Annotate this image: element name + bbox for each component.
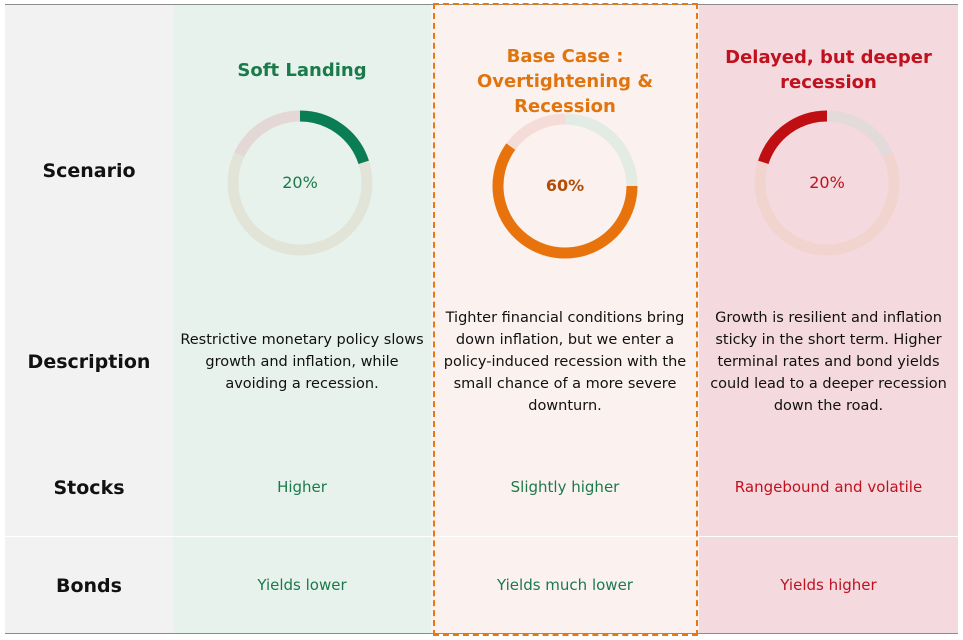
delayed-recession-stocks: Rangebound and volatile xyxy=(734,478,923,496)
row-label-description: Description xyxy=(27,351,151,373)
donut-value-arc xyxy=(299,110,369,165)
delayed-recession-description: Growth is resilient and inflation sticky… xyxy=(710,310,947,414)
table-bottom-border xyxy=(5,633,958,634)
donut-track-top xyxy=(564,113,638,187)
delayed-recession-title-line1: Delayed, but deeper xyxy=(725,47,932,68)
base-case-stocks: Slightly higher xyxy=(510,478,620,496)
donut-value-arc xyxy=(492,143,638,259)
base-case-title-line1: Base Case : xyxy=(506,46,624,67)
row-label-bonds: Bonds xyxy=(56,575,122,597)
delayed-recession-bonds: Yields higher xyxy=(780,576,877,594)
row-label-stocks: Stocks xyxy=(53,477,125,499)
delayed-recession-title: Delayed, but deeper recession xyxy=(699,45,958,95)
base-case-column xyxy=(431,4,699,634)
soft-landing-description: Restrictive monetary policy slows growth… xyxy=(180,332,424,392)
row-label-scenario: Scenario xyxy=(42,160,136,182)
delayed-recession-donut: 20% xyxy=(752,108,902,258)
donut-track-top xyxy=(234,110,301,157)
base-case-description: Tighter financial conditions bring down … xyxy=(443,310,687,414)
delayed-recession-donut-chart xyxy=(754,110,900,256)
row-divider xyxy=(5,536,958,537)
base-case-title: Base Case : Overtightening & Recession xyxy=(431,44,699,119)
soft-landing-donut-chart xyxy=(227,110,373,256)
donut-value-arc xyxy=(758,110,828,165)
base-case-title-line2: Overtightening & Recession xyxy=(476,71,654,117)
delayed-recession-title-line2: recession xyxy=(780,72,877,93)
soft-landing-column xyxy=(173,4,431,634)
delayed-recession-column xyxy=(699,4,958,634)
soft-landing-donut: 20% xyxy=(225,108,375,258)
base-case-probability: 60% xyxy=(545,176,585,195)
soft-landing-stocks: Higher xyxy=(277,478,327,496)
base-case-highlight-box xyxy=(433,3,698,636)
soft-landing-probability: 20% xyxy=(282,173,318,192)
donut-track-top xyxy=(826,110,893,157)
label-column xyxy=(5,4,173,634)
base-case-donut-chart xyxy=(492,113,638,259)
delayed-recession-probability: 20% xyxy=(809,173,845,192)
base-case-bonds: Yields much lower xyxy=(497,576,633,594)
soft-landing-bonds: Yields lower xyxy=(257,576,347,594)
base-case-donut: 60% xyxy=(490,111,640,261)
soft-landing-title: Soft Landing xyxy=(237,60,367,81)
